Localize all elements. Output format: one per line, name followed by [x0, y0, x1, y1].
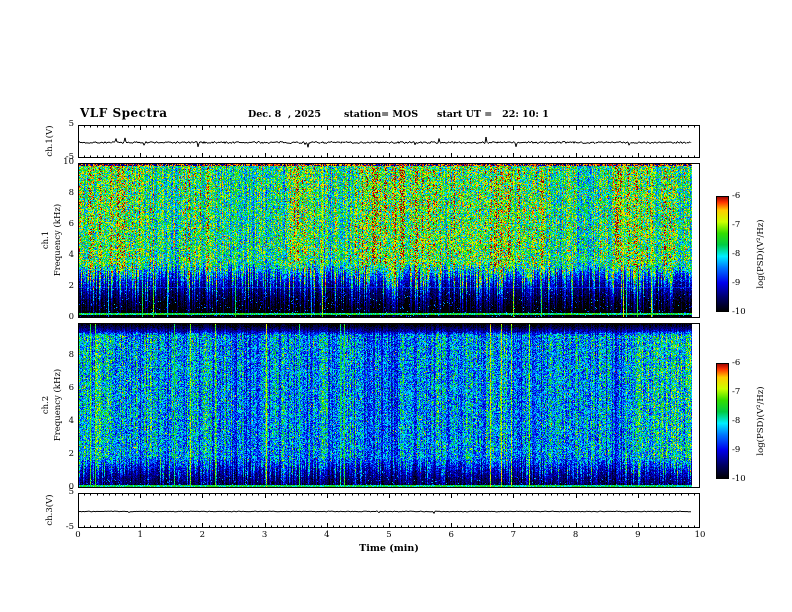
colorbar2-label: log(PSD)(V²/Hz) [755, 386, 766, 456]
ch3-voltage-axis-label: ch.3(V) [44, 494, 55, 526]
x-tick-label: 4 [324, 530, 330, 540]
colorbar2-gradient [716, 363, 729, 479]
panel2-y-tick-label: 2 [68, 449, 74, 459]
colorbar1-tick-label: -7 [732, 220, 741, 230]
x-tick-label: 2 [199, 530, 206, 540]
figure-station: station= MOS [344, 109, 419, 120]
panel1-y-tick-label: 2 [68, 281, 74, 291]
x-axis-title: Time (min) [359, 543, 419, 554]
panel2-channel-label: ch.2 [40, 395, 51, 415]
panel1-frequency-axis-label: Frequency (kHz) [52, 203, 63, 277]
ch1-voltage-axis-label: ch.1(V) [44, 125, 55, 157]
x-tick-label: 10 [694, 530, 706, 540]
colorbar2-tick-label: -8 [732, 416, 741, 426]
colorbar1-tick-label: -9 [732, 278, 741, 288]
colorbar2-tick-label: -10 [732, 474, 746, 484]
panel2-frequency-axis-label: Frequency (kHz) [52, 368, 63, 442]
colorbar1-tick-label: -8 [732, 249, 741, 259]
x-tick-label: 3 [261, 530, 268, 540]
colorbar2-tick-label: -9 [732, 445, 741, 455]
colorbar1-tick-label: -10 [732, 307, 746, 317]
panel1-y-tick-label: 10 [63, 157, 74, 167]
figure-start-ut: start UT = 22: 10: 1 [437, 109, 549, 120]
panel2-y-tick-label: 4 [68, 416, 74, 426]
strip2-y-tick-label: -5 [65, 522, 74, 532]
x-tick-label: 7 [510, 530, 517, 540]
panel1-y-tick-label: 4 [68, 250, 74, 260]
ch2-spectrogram-canvas [78, 323, 700, 488]
colorbar1-tick-label: -6 [732, 191, 741, 201]
panel2-y-tick-label: 0 [68, 482, 74, 492]
figure-title: VLF Spectra [80, 106, 168, 120]
colorbar2-tick-label: -7 [732, 387, 741, 397]
strip1-y-tick-label: 5 [68, 119, 74, 129]
panel1-y-tick-label: 0 [68, 312, 74, 322]
figure-date: Dec. 8 , 2025 [248, 109, 321, 120]
x-tick-label: 6 [448, 530, 454, 540]
panel2-y-tick-label: 8 [68, 350, 74, 360]
colorbar1-label: log(PSD)(V²/Hz) [755, 219, 766, 289]
colorbar1-gradient [716, 196, 729, 312]
strip2-y-tick-label: 5 [68, 487, 74, 497]
x-tick-label: 9 [635, 530, 641, 540]
colorbar2-tick-label: -6 [732, 358, 741, 368]
x-tick-label: 8 [572, 530, 579, 540]
panel1-y-tick-label: 6 [68, 219, 74, 229]
x-tick-label: 5 [386, 530, 392, 540]
panel1-channel-label: ch.1 [40, 230, 51, 250]
x-tick-label: 0 [75, 530, 81, 540]
panel1-y-tick-label: 8 [68, 188, 74, 198]
ch1-waveform-canvas [78, 125, 700, 158]
strip1-y-tick-label: -5 [65, 152, 74, 162]
panel2-y-tick-label: 6 [68, 383, 74, 393]
ch3-waveform-canvas [78, 493, 700, 528]
x-tick-label: 1 [137, 530, 143, 540]
ch1-spectrogram-canvas [78, 163, 700, 318]
